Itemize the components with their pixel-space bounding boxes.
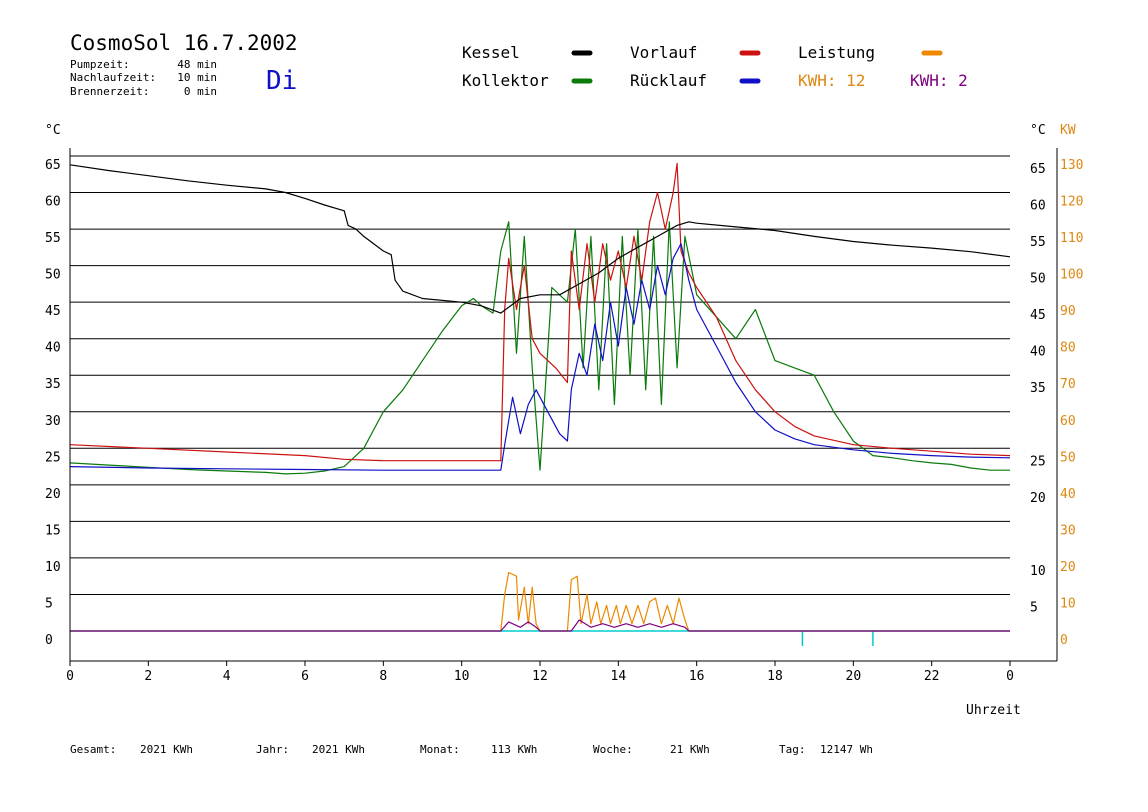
kwh2-line (70, 619, 1010, 632)
x-tick-label: 20 (846, 669, 862, 684)
x-tick-label: 2 (144, 669, 152, 684)
y-tick-label-left: 45 (45, 304, 61, 319)
y-tick-label-right: 50 (1030, 272, 1046, 287)
day-label: Di (266, 66, 297, 96)
y-tick-label-left: 15 (45, 523, 61, 538)
vorlauf-line (69, 162, 1011, 462)
legend-kessel-label: Kessel (462, 43, 520, 62)
y2-tick-label: 130 (1060, 158, 1083, 173)
footer-gesamt-label: Gesamt: (70, 743, 116, 756)
x-tick-label: 8 (379, 669, 387, 684)
y2-tick-label: 40 (1060, 487, 1076, 502)
y2-tick-label: 80 (1060, 341, 1076, 356)
legend-vorlauf-label: Vorlauf (630, 43, 697, 62)
y-tick-label-left: 35 (45, 377, 61, 392)
y-tick-label-right: 5 (1030, 600, 1038, 615)
y-tick-label-right: 20 (1030, 491, 1046, 506)
footer-monat-label: Monat: (420, 743, 460, 756)
footer-gesamt-value: 2021 KWh (140, 743, 193, 756)
y-tick-label-right: 40 (1030, 345, 1046, 360)
y-tick-label-right: 10 (1030, 564, 1046, 579)
x-tick-label: 14 (611, 669, 627, 684)
y2-tick-label: 120 (1060, 195, 1083, 210)
y2-tick-label: 10 (1060, 596, 1076, 611)
y-tick-label-right: 45 (1030, 308, 1046, 323)
x-tick-label: 10 (454, 669, 470, 684)
nachlaufzeit-label: Nachlaufzeit: (70, 71, 156, 84)
legend-kwh2-label: KWH: 2 (910, 71, 968, 90)
grid (70, 155, 1010, 632)
x-tick-label: 4 (223, 669, 231, 684)
legend-kollektor-label: Kollektor (462, 71, 549, 90)
footer-woche-value: 21 KWh (670, 743, 710, 756)
y-tick-label-right: 60 (1030, 199, 1046, 214)
y-tick-label-left: 5 (45, 596, 53, 611)
y2-tick-label: 90 (1060, 304, 1076, 319)
y2-tick-label: 110 (1060, 231, 1083, 246)
footer-tag-label: Tag: (779, 743, 806, 756)
legend-ruecklauf-label: Rücklauf (630, 71, 707, 90)
y-tick-label-left: 0 (45, 633, 53, 648)
right-axis-unit-c: °C (1030, 123, 1046, 138)
y-tick-label-left: 60 (45, 195, 61, 210)
y2-tick-label: 50 (1060, 450, 1076, 465)
legend-kwh1-label: KWH: 12 (798, 71, 865, 90)
brennerzeit-value: 0 min (184, 85, 217, 98)
left-axis-unit: °C (45, 123, 61, 138)
y2-tick-label: 60 (1060, 414, 1076, 429)
footer-tag-value: 12147 Wh (820, 743, 873, 756)
y2-tick-label: 30 (1060, 523, 1076, 538)
y-tick-label-left: 25 (45, 450, 61, 465)
x-tick-label: 22 (924, 669, 940, 684)
y-tick-label-right: 25 (1030, 454, 1046, 469)
x-tick-label: 12 (532, 669, 548, 684)
ruecklauf-line (69, 243, 1011, 471)
footer-jahr-value: 2021 KWh (312, 743, 365, 756)
y2-tick-label: 100 (1060, 268, 1083, 283)
right-axis-unit-kw: KW (1060, 123, 1076, 138)
x-tick-label: 0 (66, 669, 74, 684)
nachlaufzeit-value: 10 min (177, 71, 217, 84)
kessel-line (69, 164, 1011, 314)
y2-tick-label: 70 (1060, 377, 1076, 392)
x-tick-label: 16 (689, 669, 705, 684)
y-tick-label-left: 50 (45, 268, 61, 283)
y-tick-label-left: 55 (45, 231, 61, 246)
legend-leistung-label: Leistung (798, 43, 875, 62)
footer-jahr-label: Jahr: (256, 743, 289, 756)
x-axis-label: Uhrzeit (966, 703, 1021, 718)
y-tick-label-left: 30 (45, 414, 61, 429)
y-tick-label-right: 35 (1030, 381, 1046, 396)
y-tick-label-left: 65 (45, 158, 61, 173)
pumpzeit-value: 48 min (177, 58, 217, 71)
y-tick-label-left: 10 (45, 560, 61, 575)
y2-tick-label: 20 (1060, 560, 1076, 575)
x-tick-label: 18 (767, 669, 783, 684)
x-tick-label: 6 (301, 669, 309, 684)
y-tick-label-right: 65 (1030, 162, 1046, 177)
footer-monat-value: 113 KWh (491, 743, 537, 756)
leistung-line (70, 571, 1010, 632)
kollektor-line (69, 221, 1010, 475)
series (69, 162, 1011, 632)
y2-tick-label: 0 (1060, 633, 1068, 648)
y-tick-label-right: 55 (1030, 235, 1046, 250)
y-tick-label-left: 40 (45, 341, 61, 356)
pumpzeit-label: Pumpzeit: (70, 58, 130, 71)
chart-title: CosmoSol 16.7.2002 (70, 31, 298, 55)
y-tick-label-left: 20 (45, 487, 61, 502)
brennerzeit-label: Brennerzeit: (70, 85, 149, 98)
axis-ticks: 0510152025303540455055606551020253540455… (45, 158, 1083, 684)
footer-woche-label: Woche: (593, 743, 633, 756)
x-tick-label: 0 (1006, 669, 1014, 684)
